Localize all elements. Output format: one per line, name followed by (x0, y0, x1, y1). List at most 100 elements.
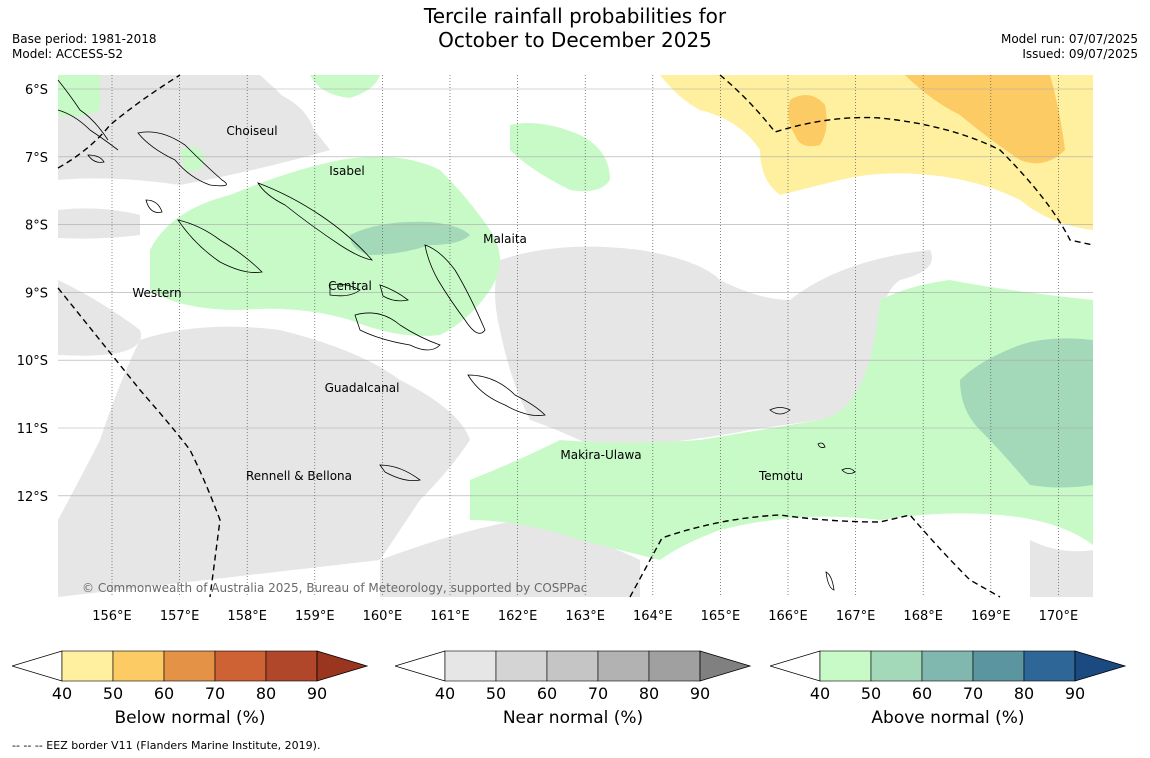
new-georgia-island (177, 219, 263, 273)
longitude-label: 162°E (498, 609, 538, 624)
colorbar-tick-label: 70 (204, 684, 226, 703)
colorbar-extend-low (12, 650, 63, 682)
probability-shading (58, 75, 1093, 597)
longitude-label: 156°E (92, 609, 132, 624)
above-normal-region (310, 75, 380, 98)
label-makira-ulawa: Makira-Ulawa (560, 448, 641, 462)
colorbar-segment (61, 650, 114, 682)
meta-left: Base period: 1981-2018 Model: ACCESS-S2 (12, 32, 157, 62)
colorbar (770, 650, 1127, 682)
label-rennell-bellona: Rennell & Bellona (246, 469, 352, 483)
colorbar-tick-label: 50 (485, 684, 507, 703)
title-line-1: Tercile rainfall probabilities for (423, 4, 727, 28)
above-normal-region (58, 75, 100, 117)
isabel-island (257, 182, 374, 261)
colorbar-tick-label: 70 (962, 684, 984, 703)
colorbar-title: Below normal (%) (114, 708, 266, 728)
label-malaita: Malaita (483, 232, 527, 246)
near-normal-region (58, 326, 470, 597)
issued-date: Issued: 09/07/2025 (1022, 47, 1138, 61)
above-normal-region-60 (350, 221, 470, 255)
below-normal-region-60 (788, 95, 827, 147)
model-name: Model: ACCESS-S2 (12, 47, 124, 61)
bougainville-coast (57, 79, 119, 151)
vella-island (145, 199, 163, 213)
colorbar-segment (648, 650, 701, 682)
latitude-label: 6°S (25, 83, 48, 98)
colorbar-title: Above normal (%) (871, 708, 1025, 728)
longitude-label: 164°E (633, 609, 673, 624)
colorbar-tick-label: 60 (536, 684, 558, 703)
colorbar-tick-label: 60 (911, 684, 933, 703)
colorbar-segment (597, 650, 650, 682)
near-normal-region (495, 246, 932, 450)
latitude-label: 8°S (25, 219, 48, 234)
latitude-label: 12°S (17, 490, 48, 505)
colorbar-segment (495, 650, 548, 682)
colorbar-tick-label: 90 (689, 684, 711, 703)
above-normal-region (470, 280, 1093, 560)
label-choiseul: Choiseul (226, 124, 277, 138)
near-normal-region (1030, 540, 1093, 597)
label-western: Western (132, 286, 181, 300)
colorbar-tick-label: 40 (434, 684, 456, 703)
colorbar-extend-low (395, 650, 446, 682)
guadalcanal-island (354, 312, 441, 351)
colorbar (395, 650, 752, 682)
eez-border (57, 74, 1094, 598)
above-normal-region (180, 146, 205, 172)
colorbar-segment (819, 650, 872, 682)
longitude-label: 169°E (971, 609, 1011, 624)
longitude-labels: 156°E 157°E 158°E 159°E 160°E 161°E 162°E 163°E… (92, 609, 1078, 624)
near-normal-region (58, 280, 141, 356)
title-line-2: October to December 2025 (438, 28, 712, 52)
colorbar-tick-label: 90 (1064, 684, 1086, 703)
colorbar-segment (444, 650, 497, 682)
near-normal-region (200, 76, 316, 155)
colorbar-segment (972, 650, 1025, 682)
longitude-label: 160°E (363, 609, 403, 624)
longitude-label: 168°E (903, 609, 943, 624)
model-run: Model run: 07/07/2025 (1000, 32, 1138, 46)
colorbar-tick-label: 50 (102, 684, 124, 703)
latitude-label: 10°S (17, 354, 48, 369)
island-outlines (57, 79, 856, 591)
central-islands (329, 283, 361, 297)
eez-border-nw (57, 74, 181, 169)
colorbar-tick-label: 80 (255, 684, 277, 703)
eez-footnote: -- -- -- EEZ border V11 (Flanders Marine… (12, 739, 321, 752)
forecast-map: 6°S 7°S 8°S 9°S 10°S 11°S 12°S 156°E 157°E 158°E… (17, 74, 1094, 624)
longitude-label: 166°E (768, 609, 808, 624)
colorbar-title: Near normal (%) (502, 708, 644, 728)
malaita-island (424, 244, 486, 334)
vanikoro-island (841, 468, 856, 474)
longitude-label: 159°E (295, 609, 335, 624)
eez-border-ne (719, 74, 1094, 246)
colorbar-segment (1023, 650, 1076, 682)
longitude-label: 163°E (565, 609, 605, 624)
colorbar-extend-high (1074, 650, 1127, 682)
colorbar-tick-label: 50 (860, 684, 882, 703)
longitude-label: 170°E (1039, 609, 1079, 624)
above-normal-region (150, 156, 500, 336)
santa-cruz-island (769, 407, 791, 415)
longitude-label: 167°E (836, 609, 876, 624)
colorbar-segment (921, 650, 974, 682)
florida-islands (379, 284, 409, 302)
map-title: Tercile rainfall probabilities for Octob… (0, 4, 1150, 52)
latitude-label: 11°S (17, 422, 48, 437)
latitude-label: 9°S (25, 286, 48, 301)
label-isabel: Isabel (329, 164, 364, 178)
colorbar-segment (546, 650, 599, 682)
map-grid (58, 75, 1093, 597)
colorbar-segment (163, 650, 216, 682)
near-normal-region (380, 520, 640, 597)
latitude-labels: 6°S 7°S 8°S 9°S 10°S 11°S 12°S (17, 83, 48, 505)
colorbar-tick-label: 40 (809, 684, 831, 703)
colorbar-segment (214, 650, 267, 682)
colorbar-segment (112, 650, 165, 682)
colorbar-extend-high (699, 650, 752, 682)
label-guadalcanal: Guadalcanal (325, 381, 400, 395)
province-labels: Choiseul Isabel Malaita Western Central … (132, 124, 803, 483)
colorbar-segment (265, 650, 318, 682)
